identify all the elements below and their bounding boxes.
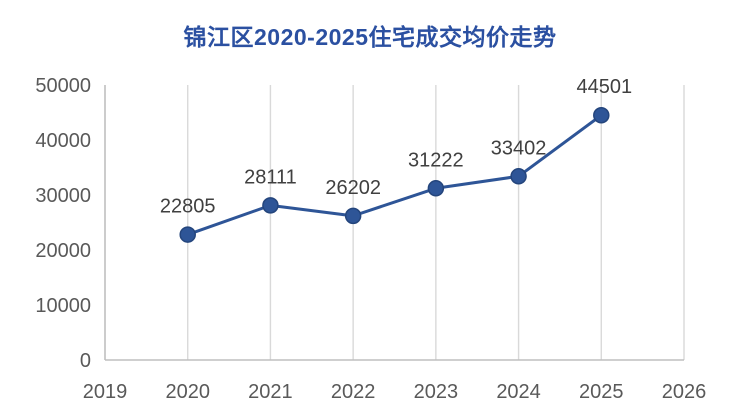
- data-label: 44501: [576, 76, 632, 98]
- x-tick-label: 2025: [579, 381, 624, 403]
- x-tick-label: 2023: [414, 381, 459, 403]
- data-point: [510, 168, 527, 185]
- x-tick-label: 2021: [248, 381, 293, 403]
- x-tick-label: 2019: [83, 381, 128, 403]
- y-tick-label: 30000: [35, 185, 91, 207]
- data-point: [262, 197, 279, 214]
- data-point: [344, 207, 362, 225]
- y-tick-label: 50000: [35, 75, 91, 97]
- data-label: 26202: [325, 177, 381, 199]
- data-point: [427, 180, 445, 197]
- x-tick-label: 2024: [496, 381, 541, 403]
- x-tick-label: 2026: [662, 381, 707, 403]
- data-point: [179, 226, 196, 243]
- y-tick-label: 20000: [35, 240, 91, 262]
- x-tick-label: 2020: [165, 381, 210, 403]
- chart-title: 锦江区2020-2025住宅成交均价走势: [183, 24, 557, 50]
- data-label: 33402: [491, 137, 547, 159]
- y-tick-label: 0: [80, 350, 91, 372]
- data-label: 22805: [160, 196, 216, 218]
- data-label: 28111: [244, 166, 297, 188]
- price-trend-line: [186, 113, 603, 237]
- x-tick-label: 2022: [331, 381, 376, 403]
- data-label: 31222: [408, 149, 464, 171]
- y-tick-label: 40000: [35, 130, 91, 152]
- y-tick-label: 10000: [35, 295, 91, 317]
- data-point: [593, 106, 610, 124]
